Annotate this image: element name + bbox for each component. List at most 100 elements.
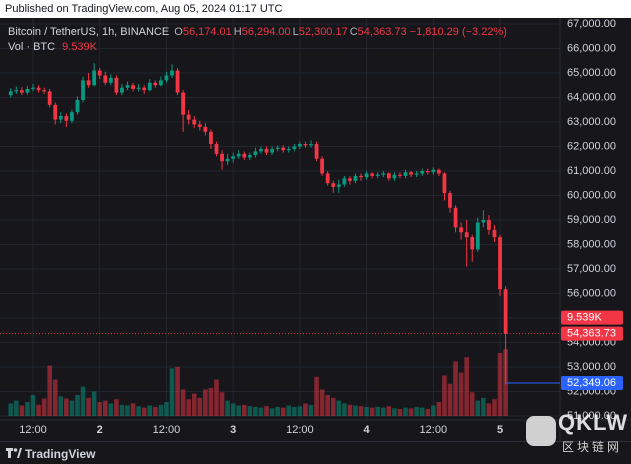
ohlc-value: 56,174.01 xyxy=(182,26,232,38)
last-price-tag xyxy=(561,326,623,341)
volume-bar xyxy=(425,409,431,416)
volume-bar xyxy=(147,405,153,416)
volume-bar xyxy=(191,393,197,416)
x-tick-label: 12:00 xyxy=(420,424,448,436)
volume-bar xyxy=(358,406,364,416)
candle-body xyxy=(92,70,97,86)
volume-bar xyxy=(369,407,375,416)
volume-bar xyxy=(80,386,86,416)
volume-bar xyxy=(314,376,319,416)
brand: TradingView xyxy=(25,447,96,461)
y-tick-label: 58,000.00 xyxy=(567,238,616,250)
x-tick-label: 2 xyxy=(97,424,103,436)
candle-body xyxy=(381,173,386,175)
candle-body xyxy=(336,184,341,187)
candle-body xyxy=(47,91,52,105)
candle-body xyxy=(175,70,180,93)
candle-body xyxy=(448,193,452,208)
volume-bar xyxy=(319,389,325,416)
candle-body xyxy=(264,148,269,153)
candle-body xyxy=(170,70,174,76)
candle-body xyxy=(186,114,191,120)
candle-body xyxy=(281,147,286,151)
volume-bar xyxy=(75,395,80,416)
candle-body xyxy=(425,171,430,173)
volume-bar xyxy=(36,404,41,416)
candle-body xyxy=(231,156,236,159)
candle-body xyxy=(36,87,41,91)
candle-body xyxy=(120,87,124,93)
candle-body xyxy=(364,173,369,178)
candle-body xyxy=(275,147,280,149)
volume-bar xyxy=(442,375,447,416)
volume-bar xyxy=(397,409,403,416)
volume-bar xyxy=(458,372,464,416)
candle-body xyxy=(181,92,186,115)
candle-body xyxy=(431,169,436,173)
candle-body xyxy=(409,172,413,175)
volume-bar xyxy=(247,406,253,416)
volume-bar xyxy=(447,383,453,416)
ohlc-key: C xyxy=(349,26,358,38)
volume-bar xyxy=(102,400,108,416)
candle-body xyxy=(86,80,91,86)
candle-body xyxy=(203,126,208,132)
candle-body xyxy=(81,80,85,100)
candle-body xyxy=(31,87,35,89)
volume-bar xyxy=(258,407,264,416)
candle-body xyxy=(136,87,141,89)
candle-body xyxy=(192,119,197,125)
y-tick-label: 59,000.00 xyxy=(567,214,616,226)
candle-body xyxy=(236,153,241,157)
candle-body xyxy=(164,75,169,81)
candle-body xyxy=(370,173,375,176)
chart: 51,000.0052,000.0053,000.0054,000.0055,0… xyxy=(0,18,631,441)
candle-body xyxy=(242,153,247,158)
y-tick-label: 63,000.00 xyxy=(567,116,616,128)
candle-body xyxy=(42,90,47,92)
volume-tag-label: 9.539K xyxy=(567,311,603,323)
candle-body xyxy=(70,112,74,121)
candle-body xyxy=(114,77,119,93)
volume-bar xyxy=(497,353,503,416)
volume-bar xyxy=(386,406,392,416)
volume-bar xyxy=(236,405,242,416)
volume-bar xyxy=(153,406,158,416)
volume-bar xyxy=(130,403,136,416)
volume-bar xyxy=(436,402,442,416)
candle-body xyxy=(303,144,308,146)
volume-bar xyxy=(208,388,214,416)
volume-bar xyxy=(492,399,497,416)
candle-body xyxy=(442,173,447,194)
candle-body xyxy=(14,90,19,92)
volume-bar xyxy=(297,406,303,416)
volume-bar xyxy=(203,389,208,416)
candle-body xyxy=(214,144,219,154)
volume-value: 9.539K xyxy=(62,41,98,53)
x-tick-label: 12:00 xyxy=(286,424,314,436)
volume-bar xyxy=(275,406,280,416)
volume-bar xyxy=(119,404,125,416)
volume-bar xyxy=(41,398,47,416)
candle-body xyxy=(142,87,147,91)
volume-bar xyxy=(180,389,186,416)
volume-bar xyxy=(280,407,286,416)
y-tick-label: 60,000.00 xyxy=(567,189,616,201)
volume-bar xyxy=(219,392,225,416)
candle-body xyxy=(386,173,391,179)
candle-body xyxy=(314,144,319,159)
volume-bar xyxy=(58,396,64,416)
volume-bar xyxy=(52,379,58,416)
candle-body xyxy=(253,151,258,156)
candle-body xyxy=(309,144,313,146)
candle-body xyxy=(158,80,163,86)
candle-body xyxy=(498,237,502,290)
volume-bar xyxy=(475,400,481,416)
candle-body xyxy=(331,183,336,187)
y-tick-label: 62,000.00 xyxy=(567,140,616,152)
volume-bar xyxy=(86,397,91,416)
candle-body xyxy=(259,148,263,152)
y-tick-label: 51,000.00 xyxy=(567,410,616,422)
volume-bar xyxy=(380,407,386,416)
candle-body xyxy=(453,207,458,228)
